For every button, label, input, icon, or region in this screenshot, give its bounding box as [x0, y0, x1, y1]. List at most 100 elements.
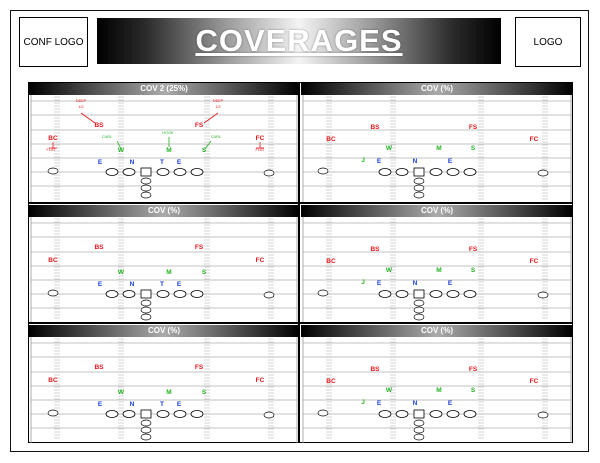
player-label: M [436, 387, 441, 394]
coverage-diagram[interactable]: BS FS BC FC J W M S E N E COV (%) [301, 205, 573, 323]
player-label: FS [469, 366, 478, 373]
page-title: COVERAGES [195, 23, 403, 58]
lineman-oval [378, 290, 392, 298]
player-label: FC [256, 377, 265, 384]
conf-logo-placeholder: CONF LOGO [19, 17, 88, 67]
player-label: FS [469, 124, 478, 131]
lineman-oval [463, 168, 477, 176]
lineman-oval [190, 168, 204, 176]
coverage-diagram[interactable]: BS FS BC FC W M S E N T E COV (%) [29, 325, 299, 443]
backfield-oval [140, 177, 152, 185]
backfield-oval [140, 191, 152, 199]
player-label: E [177, 281, 182, 288]
title-bar [29, 205, 299, 217]
column-divider [298, 82, 300, 443]
player-label: M [166, 389, 171, 396]
player-label: BS [370, 246, 380, 253]
coverage-diagram[interactable]: BS FS BC FC W M S E N T E COV (%) [29, 205, 299, 323]
curl-route [116, 140, 122, 150]
player-label: J [361, 157, 365, 164]
lineman-oval [395, 410, 409, 418]
backfield-oval [140, 433, 152, 441]
route-note: HOOK [162, 131, 174, 135]
player-label: BS [370, 366, 380, 373]
lineman-oval [122, 410, 136, 418]
row-divider [28, 322, 573, 324]
player-label: J [361, 399, 365, 406]
coverage-diagram[interactable]: BS FS BC FC J W M S E N E COV (%) [301, 83, 573, 203]
backfield-oval [140, 419, 152, 427]
player-label: W [386, 387, 393, 394]
player-label: E [98, 281, 103, 288]
backfield-oval [140, 299, 152, 307]
field-svg: DEEP 1/2 DEEP 1/2 FLAT FLAT CURL HOOK CURL BS FS BC… [29, 83, 299, 203]
field-svg: BS FS BC FC J W M S E N E [301, 83, 573, 203]
backfield-oval [413, 177, 425, 185]
player-label: FS [195, 244, 204, 251]
diagram-title: COV 2 (25%) [140, 84, 188, 93]
title-bar [29, 325, 299, 337]
title-bar [301, 205, 573, 217]
lineman-oval [378, 168, 392, 176]
title-banner: COVERAGES [97, 18, 501, 64]
title-bar [29, 83, 299, 95]
diagram-title: COV (%) [148, 326, 180, 335]
player-label: S [471, 145, 476, 152]
lineman-oval [463, 290, 477, 298]
curl-route [204, 140, 212, 150]
backfield-oval [140, 426, 152, 434]
player-label: M [166, 147, 171, 154]
player-label: BS [94, 122, 104, 129]
player-label: N [413, 280, 418, 287]
player-label: BS [94, 244, 104, 251]
player-label: T [160, 281, 164, 288]
player-label: BC [48, 257, 58, 264]
center-square [140, 167, 152, 177]
receiver-oval [317, 289, 329, 297]
lineman-oval [156, 290, 170, 298]
player-label: FC [256, 257, 265, 264]
player-label: J [361, 279, 365, 286]
backfield-oval [413, 306, 425, 314]
lineman-oval [156, 410, 170, 418]
backfield-oval [413, 191, 425, 199]
player-label: W [118, 389, 125, 396]
lineman-oval [122, 168, 136, 176]
lineman-oval [173, 410, 187, 418]
player-label: E [448, 158, 453, 165]
center-square [413, 289, 425, 299]
player-label: N [130, 401, 135, 408]
player-label: BC [326, 136, 336, 143]
lineman-oval [446, 168, 460, 176]
player-label: FS [195, 364, 204, 371]
player-label: FC [530, 258, 539, 265]
player-label: BC [48, 135, 58, 142]
player-label: E [177, 159, 182, 166]
lineman-oval [122, 290, 136, 298]
player-label: M [436, 267, 441, 274]
player-label: S [471, 387, 476, 394]
receiver-oval [263, 411, 275, 419]
lineman-oval [446, 410, 460, 418]
coverage-diagram[interactable]: BS FS BC FC J W M S E N E COV (%) [301, 325, 573, 443]
route-note: CURL [211, 135, 221, 139]
lineman-oval [105, 290, 119, 298]
player-label: N [413, 400, 418, 407]
player-label: E [377, 280, 382, 287]
player-label: BS [370, 124, 380, 131]
player-label: N [130, 281, 135, 288]
coverage-diagram[interactable]: DEEP 1/2 DEEP 1/2 FLAT FLAT CURL HOOK CURL BS FS BC… [29, 83, 299, 203]
player-label: FC [530, 378, 539, 385]
row-divider [28, 202, 573, 204]
lineman-oval [190, 410, 204, 418]
player-label: T [160, 401, 164, 408]
receiver-oval [317, 167, 329, 175]
lineman-oval [395, 290, 409, 298]
lineman-oval [378, 410, 392, 418]
page-frame [10, 10, 589, 452]
field-svg: BS FS BC FC W M S E N T E [29, 325, 299, 443]
player-label: W [118, 269, 125, 276]
diagram-title: COV (%) [421, 84, 453, 93]
center-square [413, 409, 425, 419]
player-label: T [160, 159, 164, 166]
